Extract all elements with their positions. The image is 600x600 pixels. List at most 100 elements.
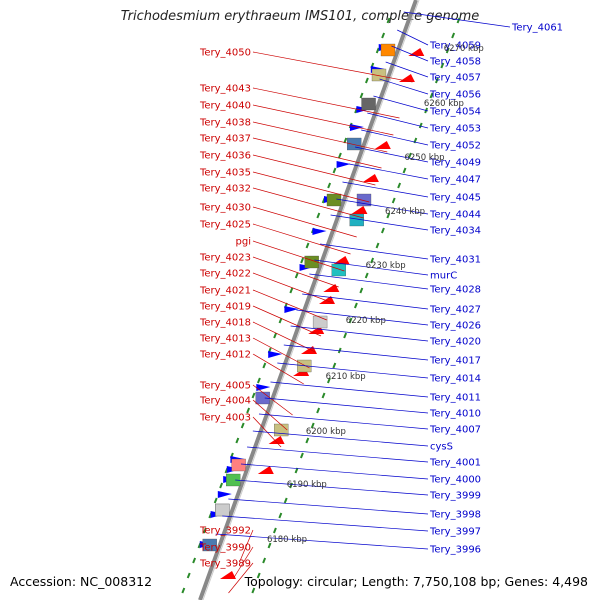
right-tick-mark	[402, 167, 407, 174]
right-leader-line	[215, 533, 429, 550]
right-gene-label: Tery_4000	[429, 475, 481, 486]
left-leader-line	[252, 104, 394, 136]
gene-block	[361, 97, 376, 111]
left-tick-mark	[219, 482, 224, 489]
right-tick-mark	[267, 542, 272, 549]
left-gene-label: Tery_4038	[199, 118, 251, 129]
right-gene-label: Tery_3996	[429, 545, 481, 556]
kbp-marker-label: 6240 kbp	[385, 207, 425, 217]
reverse-gene	[336, 161, 351, 168]
left-gene-label: Tery_4030	[199, 203, 251, 214]
right-gene-label: Tery_4052	[429, 141, 481, 152]
reverse-gene	[312, 228, 327, 235]
left-leader-line	[252, 272, 334, 304]
right-leader-line	[367, 112, 429, 129]
left-tick-mark	[294, 272, 299, 279]
right-tick-mark	[353, 302, 358, 309]
right-gene-label: Tery_4058	[429, 57, 481, 68]
left-leader-line	[252, 223, 351, 255]
right-leader-line	[373, 95, 429, 112]
left-gene-label: Tery_4003	[199, 413, 251, 424]
accession-text: Accession: NC_008312	[10, 574, 153, 589]
right-gene-label: Tery_4044	[429, 210, 481, 221]
left-leader-line	[252, 256, 339, 288]
right-tick-mark	[359, 287, 364, 294]
right-tick-mark	[370, 257, 375, 264]
left-gene-label: Tery_4005	[199, 381, 251, 392]
left-gene-label: Tery_4019	[199, 302, 251, 313]
left-tick-mark	[262, 362, 267, 369]
right-leader-line	[320, 243, 429, 260]
right-gene-label: Tery_3999	[429, 491, 481, 502]
forward-gene	[323, 284, 340, 292]
left-leader-line	[252, 121, 388, 153]
right-leader-line	[277, 362, 429, 379]
left-tick-mark	[316, 212, 321, 219]
right-tick-mark	[348, 317, 353, 324]
left-tick-mark	[192, 557, 197, 564]
left-leader-line	[252, 289, 327, 321]
kbp-marker-label: 6200 kbp	[306, 427, 346, 437]
forward-gene	[408, 48, 425, 56]
right-tick-mark	[445, 47, 450, 54]
right-leader-line	[403, 11, 511, 28]
left-tick-mark	[181, 587, 186, 594]
right-gene-label: Tery_4053	[429, 124, 481, 135]
gene-labels: Tery_4050 Tery_4043 Tery_4040 Tery_4038 Tery…	[199, 23, 563, 570]
right-leader-line	[385, 61, 429, 78]
right-tick-mark	[434, 77, 439, 84]
right-tick-mark	[429, 92, 434, 99]
left-gene-label: Tery_4032	[199, 184, 251, 195]
right-gene-label: murC	[430, 271, 457, 282]
left-gene-label: Tery_3989	[199, 559, 251, 570]
left-leader-line	[240, 529, 254, 561]
left-gene-label: Tery_4043	[199, 84, 251, 95]
left-leader-line	[252, 87, 400, 119]
left-gene-label: Tery_3990	[199, 543, 251, 554]
right-leader-line	[290, 325, 429, 342]
kbp-marker-label: 6210 kbp	[326, 372, 366, 382]
left-gene-label: Tery_4021	[199, 286, 251, 297]
right-gene-label: Tery_4017	[429, 356, 481, 367]
right-gene-label: Tery_4059	[429, 41, 481, 52]
right-tick-mark	[375, 242, 380, 249]
right-leader-line	[252, 430, 429, 447]
left-gene-label: Tery_4004	[199, 396, 251, 407]
left-tick-mark	[327, 182, 332, 189]
right-leader-line	[258, 413, 429, 430]
left-gene-label: Tery_4022	[199, 269, 251, 280]
gene-block	[331, 263, 346, 277]
left-gene-label: Tery_4025	[199, 220, 251, 231]
left-tick-mark	[300, 257, 305, 264]
right-tick-mark	[272, 527, 277, 534]
left-tick-mark	[359, 92, 364, 99]
left-gene-label: Tery_4036	[199, 151, 251, 162]
right-tick-mark	[305, 437, 310, 444]
right-gene-label: Tery_4049	[429, 158, 481, 169]
right-leader-line	[302, 293, 429, 310]
left-gene-label: Tery_4035	[199, 168, 251, 179]
left-leader-line	[252, 137, 382, 169]
right-gene-label: Tery_4010	[429, 409, 481, 420]
kbp-marker-label: 6190 kbp	[287, 480, 327, 490]
left-leader-line	[252, 240, 345, 272]
left-tick-mark	[278, 317, 283, 324]
left-tick-mark	[289, 287, 294, 294]
kbp-marker-label: 6250 kbp	[404, 153, 444, 163]
left-leader-line	[252, 384, 293, 416]
right-leader-line	[330, 214, 429, 231]
right-tick-mark	[283, 497, 288, 504]
gene-block	[371, 68, 387, 82]
right-leader-line	[397, 29, 429, 46]
right-tick-mark	[256, 572, 261, 579]
left-tick-mark	[305, 242, 310, 249]
right-leader-line	[222, 515, 429, 532]
gene-block	[347, 137, 362, 151]
right-tick-mark	[456, 17, 461, 24]
left-leader-line	[252, 171, 370, 203]
left-tick-mark	[273, 332, 278, 339]
right-tick-mark	[299, 452, 304, 459]
right-tick-mark	[326, 377, 331, 384]
right-gene-label: Tery_4056	[429, 90, 481, 101]
left-leader-line	[252, 154, 376, 186]
